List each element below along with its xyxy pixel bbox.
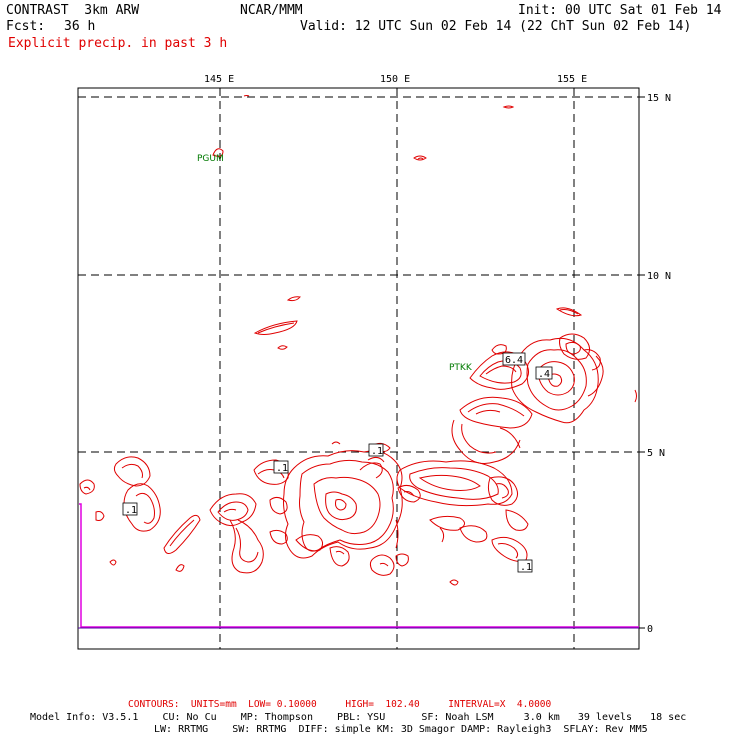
forecast-label: Fcst:: [6, 19, 46, 34]
contour-label-5: .4: [535, 366, 553, 380]
timeseries-zero-label: 0: [647, 624, 653, 635]
lon-label-145: 145 E: [204, 74, 234, 85]
map-frame: [77, 87, 640, 650]
precip-contours: [79, 95, 637, 586]
physics-info: LW: RRTMG SW: RRTMG DIFF: simple KM: 3D …: [154, 724, 648, 735]
valid-time: Valid: 12 UTC Sun 02 Feb 14 (22 ChT Sun …: [300, 19, 692, 34]
lat-label-5: 5 N: [647, 448, 665, 459]
svg-text:6.4: 6.4: [505, 355, 523, 366]
contour-label-1: .1: [122, 502, 138, 516]
svg-text:.1: .1: [276, 463, 288, 474]
forecast-hours: 36 h: [64, 19, 96, 34]
model-info: Model Info: V3.5.1 CU: No Cu MP: Thompso…: [30, 712, 687, 723]
svg-text:.4: .4: [538, 369, 550, 380]
contour-label-2: .1: [273, 460, 289, 474]
station-ptkk: PTKK: [449, 363, 473, 373]
lat-label-10: 10 N: [647, 271, 671, 282]
contour-label-4: 6.4: [502, 352, 526, 366]
lon-label-150: 150 E: [380, 74, 410, 85]
lat-label-15: 15 N: [647, 93, 671, 104]
lat-lon-grid: [78, 88, 639, 649]
contours-info: CONTOURS: UNITS=mm LOW= 0.10000 HIGH= 10…: [128, 699, 552, 710]
center-name: NCAR/MMM: [240, 3, 303, 18]
station-pgum: PGUM: [197, 154, 224, 164]
svg-text:.1: .1: [520, 562, 532, 573]
right-ticks: [639, 96, 645, 629]
lon-label-155: 155 E: [557, 74, 587, 85]
init-time: Init: 00 UTC Sat 01 Feb 14: [518, 3, 722, 18]
contour-label-6: .1: [517, 559, 533, 573]
svg-text:.1: .1: [125, 505, 137, 516]
precip-timeseries-trace: [79, 503, 639, 628]
model-title: CONTRAST 3km ARW: [6, 3, 140, 18]
field-title: Explicit precip. in past 3 h: [8, 36, 228, 51]
svg-text:.1: .1: [371, 446, 383, 457]
contour-label-3: .1: [368, 443, 384, 457]
